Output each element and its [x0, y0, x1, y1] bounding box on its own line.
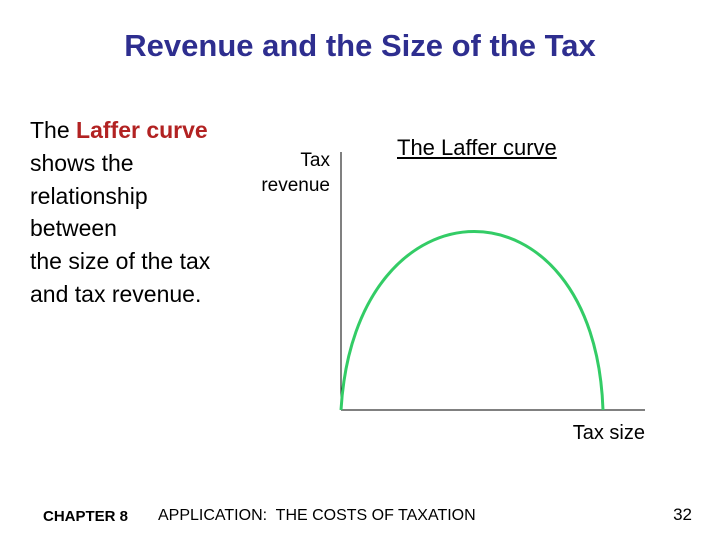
body-line: between — [30, 215, 117, 242]
curve-label: The Laffer curve — [397, 135, 557, 160]
body-line: shows the — [30, 149, 134, 176]
body-highlight: Laffer curve — [76, 117, 208, 143]
body-line: and tax revenue. — [30, 280, 202, 307]
body-prefix: The — [30, 117, 70, 143]
footer-chapter: CHAPTER 8 — [43, 508, 129, 525]
page-number: 32 — [673, 505, 692, 524]
laffer-curve — [339, 230, 605, 411]
y-axis-label: Tax revenue — [261, 148, 330, 198]
x-axis-label: Tax size — [572, 422, 645, 444]
y-label-line: Tax — [300, 150, 330, 171]
slide-title: Revenue and the Size of the Tax — [124, 28, 596, 63]
footer-title: APPLICATION: THE COSTS OF TAXATION — [158, 507, 476, 524]
body-line: relationship — [30, 182, 148, 209]
body-text: The Laffer curve shows the relationship … — [30, 114, 210, 311]
body-line: The Laffer curve — [30, 114, 210, 147]
body-line: the size of the tax — [30, 248, 211, 275]
y-label-line: revenue — [261, 175, 330, 196]
